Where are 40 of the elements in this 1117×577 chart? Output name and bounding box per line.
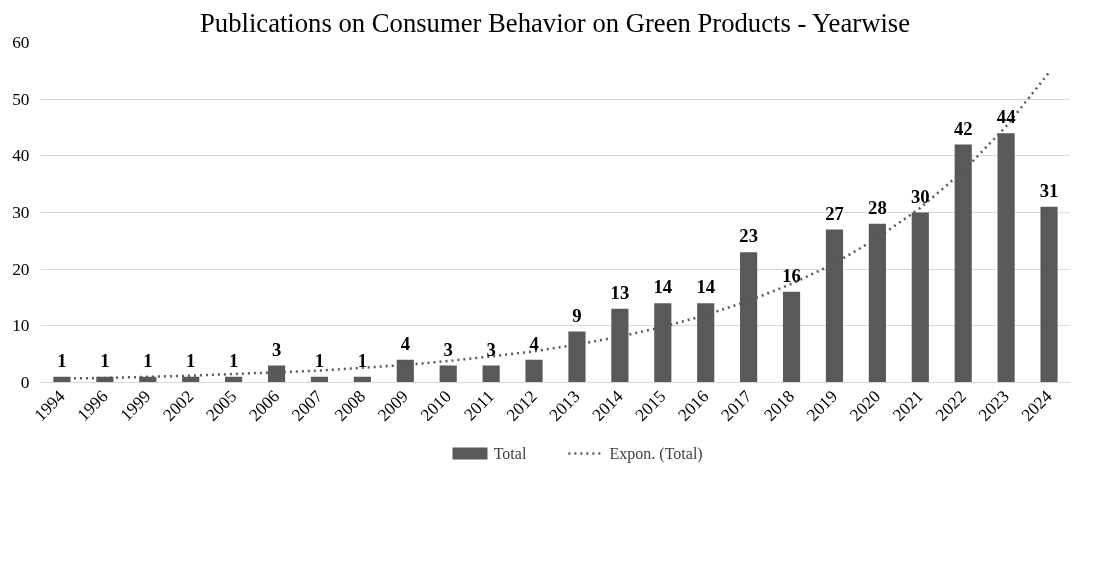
data-label: 14 bbox=[696, 276, 716, 298]
data-label: 3 bbox=[486, 338, 496, 360]
bar bbox=[439, 365, 457, 383]
y-tick-label: 20 bbox=[12, 259, 30, 279]
data-label: 23 bbox=[739, 225, 758, 247]
y-tick-label: 60 bbox=[12, 33, 30, 52]
data-label: 4 bbox=[400, 332, 410, 354]
data-label: 3 bbox=[271, 338, 282, 360]
y-tick-label: 50 bbox=[12, 89, 30, 109]
y-tick-label: 40 bbox=[12, 146, 30, 166]
bar bbox=[1040, 206, 1058, 383]
legend-label: Expon. (Total) bbox=[609, 445, 703, 463]
data-label: 1 bbox=[100, 349, 110, 371]
data-label: 1 bbox=[314, 349, 325, 371]
data-label: 3 bbox=[443, 338, 453, 360]
bar bbox=[782, 291, 801, 383]
bar bbox=[525, 359, 543, 383]
y-tick-label: 10 bbox=[12, 316, 30, 336]
data-label: 1 bbox=[186, 349, 196, 371]
x-tick-label: 2011 bbox=[460, 386, 498, 425]
bar bbox=[482, 365, 500, 383]
data-label: 1 bbox=[228, 349, 239, 371]
data-label: 1 bbox=[143, 349, 153, 371]
y-tick-label: 0 bbox=[20, 373, 30, 392]
data-label: 30 bbox=[910, 185, 930, 207]
data-label: 31 bbox=[1039, 179, 1059, 201]
data-label: 28 bbox=[868, 196, 887, 218]
data-label: 16 bbox=[782, 264, 801, 286]
data-label: 44 bbox=[996, 106, 1016, 128]
data-label: 42 bbox=[953, 117, 973, 139]
chart-title: Publications on Consumer Behavior on Green Products - Yearwise bbox=[200, 7, 911, 38]
data-label: 1 bbox=[57, 349, 67, 371]
legend-label: Total bbox=[493, 445, 527, 462]
data-label: 27 bbox=[825, 202, 844, 224]
data-label: 13 bbox=[610, 281, 630, 303]
data-label: 1 bbox=[357, 349, 368, 371]
y-tick-label: 30 bbox=[12, 203, 30, 222]
data-label: 4 bbox=[529, 332, 539, 354]
data-label: 14 bbox=[653, 276, 673, 298]
data-label: 9 bbox=[572, 304, 582, 326]
